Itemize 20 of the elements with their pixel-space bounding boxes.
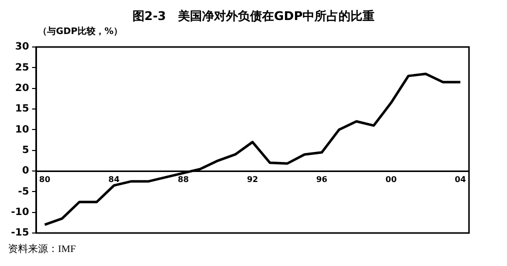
y-tick-label: -15 xyxy=(10,228,30,239)
text: 资料来源：IMF xyxy=(8,242,77,256)
y-tick-label: 25 xyxy=(15,62,30,74)
y-tick-label: -5 xyxy=(18,186,30,198)
y-tick-label: -10 xyxy=(10,206,30,218)
y-tick-label: 30 xyxy=(15,42,30,53)
x-tick-label: 00 xyxy=(386,174,398,184)
y-tick-label: 10 xyxy=(15,124,30,136)
x-tick-label: 88 xyxy=(178,174,190,184)
y-tick-label: 0 xyxy=(22,166,30,177)
x-tick-label: 92 xyxy=(246,174,258,184)
y-axis-title: （与GDP比较，%） xyxy=(38,25,124,38)
x-tick-label: 04 xyxy=(454,174,466,184)
chart-title: 图2-3 美国净对外负债在GDP中所占的比重 xyxy=(131,8,376,25)
x-tick-label: 96 xyxy=(316,174,328,184)
y-tick-label: 15 xyxy=(15,104,30,115)
x-tick-label: 80 xyxy=(39,174,51,184)
y-tick-label: 5 xyxy=(22,144,30,156)
y-tick-label: 20 xyxy=(15,82,30,94)
x-tick-label: 84 xyxy=(108,174,120,184)
